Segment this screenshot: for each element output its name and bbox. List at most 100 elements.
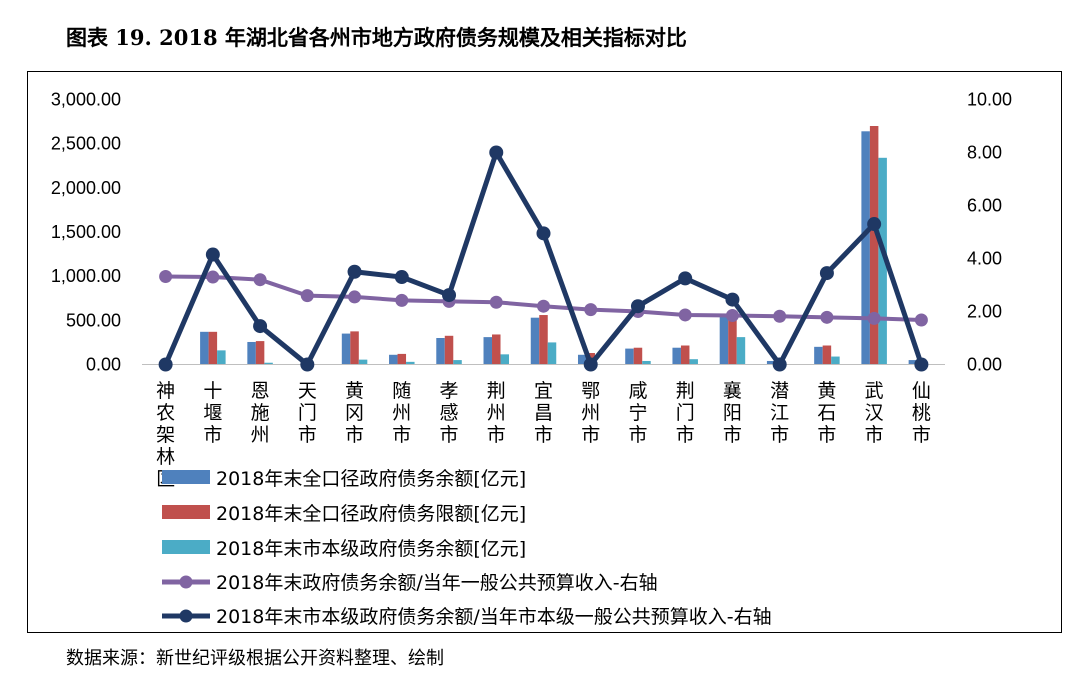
right-tick-label: 8.00 — [967, 143, 1002, 163]
legend-swatch — [162, 505, 210, 519]
bar — [878, 157, 887, 365]
bar — [453, 360, 462, 365]
bar — [444, 335, 454, 365]
bar — [264, 362, 273, 365]
right-tick-label: 10.00 — [967, 90, 1012, 110]
bar — [350, 331, 359, 365]
series-lines — [158, 145, 929, 372]
series-point — [772, 357, 787, 372]
left-tick-label: 2,000.00 — [51, 178, 121, 198]
bar — [217, 350, 226, 365]
left-tick-label: 1,500.00 — [51, 222, 121, 242]
series-point — [489, 145, 504, 160]
bar — [672, 347, 681, 365]
series-point — [678, 308, 692, 322]
legend-label: 2018年末市本级政府债务余额/当年市本级一般公共预算收入-右轴 — [216, 606, 772, 628]
category-label: 孝感市 — [440, 380, 459, 446]
right-tick-label: 6.00 — [967, 196, 1002, 216]
series-point — [630, 299, 645, 314]
bar — [831, 356, 840, 365]
category-label: 咸宁市 — [628, 380, 647, 446]
legend-marker — [179, 609, 193, 623]
bar — [539, 315, 548, 365]
bars — [200, 126, 918, 365]
legend-label: 2018年末全口径政府债务限额[亿元] — [216, 503, 526, 525]
series-point — [205, 247, 220, 262]
right-tick-label: 2.00 — [967, 302, 1002, 322]
series-point — [773, 309, 787, 323]
series-point — [584, 303, 598, 317]
bar — [436, 338, 445, 365]
bar — [492, 334, 501, 365]
bar — [814, 346, 823, 365]
series-point — [158, 357, 173, 372]
bar — [680, 345, 690, 365]
right-tick-label: 0.00 — [967, 355, 1002, 375]
bar — [766, 360, 776, 365]
series-point — [206, 270, 220, 284]
bar — [633, 347, 643, 365]
bar — [689, 359, 698, 365]
category-label: 黄冈市 — [345, 380, 364, 446]
series-point — [867, 311, 881, 325]
bar — [869, 126, 879, 365]
series-point — [489, 295, 503, 309]
left-axis: 0.00 500.00 1,000.00 1,500.00 2,000.00 2,500.… — [51, 90, 121, 375]
category-label: 随州市 — [392, 380, 411, 446]
bar — [736, 337, 746, 365]
series-point — [395, 293, 409, 307]
bar — [822, 345, 832, 365]
right-tick-label: 4.00 — [967, 249, 1002, 269]
bar — [547, 342, 557, 365]
series-point — [678, 271, 693, 286]
category-label: 荆门市 — [676, 380, 695, 446]
series-point — [725, 308, 739, 322]
right-axis: 0.00 2.00 4.00 6.00 8.00 10.00 — [967, 90, 1012, 375]
series-point — [914, 357, 929, 372]
bar — [389, 354, 398, 365]
category-labels: 神农架林区 十堰市 恩施州 天门市 黄冈市 随州市 孝感市 荆州市 宜昌市 鄂州市 咸宁市 荆门市 襄阳… — [156, 380, 931, 490]
bar — [341, 333, 351, 365]
bar — [247, 341, 256, 365]
series-point — [867, 217, 882, 232]
series-point — [394, 270, 409, 285]
bar — [483, 337, 493, 365]
legend-swatch — [162, 540, 210, 554]
series-point — [725, 292, 740, 307]
series-point — [253, 273, 267, 287]
bar — [642, 360, 651, 365]
left-tick-label: 1,000.00 — [51, 266, 121, 286]
bar — [500, 354, 510, 365]
category-label: 恩施州 — [251, 380, 270, 446]
series-point — [300, 289, 314, 303]
series-point — [300, 357, 315, 372]
category-label: 襄阳市 — [723, 380, 742, 446]
left-tick-label: 500.00 — [66, 310, 121, 330]
bar — [719, 315, 729, 365]
bar — [255, 341, 265, 365]
category-label: 黄石市 — [817, 380, 836, 446]
category-label: 潜江市 — [770, 380, 789, 446]
category-label: 武汉市 — [865, 380, 884, 446]
category-label: 神农架林区 — [156, 380, 175, 490]
legend: 2018年末全口径政府债务余额[亿元] 2018年末全口径政府债务限额[亿元] 20… — [162, 468, 772, 628]
series-point — [253, 319, 268, 334]
category-label: 十堰市 — [203, 380, 222, 446]
chart-frame — [27, 71, 1062, 633]
page-title: 图表 19. 2018 年湖北省各州市地方政府债务规模及相关指标对比 — [66, 25, 687, 50]
category-label: 鄂州市 — [581, 380, 600, 446]
bar — [861, 131, 870, 365]
source-note: 数据来源：新世纪评级根据公开资料整理、绘制 — [66, 648, 444, 669]
series-point — [442, 288, 457, 303]
bar — [577, 354, 587, 365]
left-tick-label: 2,500.00 — [51, 134, 121, 154]
series-point — [536, 226, 551, 241]
series-point — [914, 313, 928, 327]
bar — [625, 348, 634, 365]
series-point — [537, 299, 550, 313]
bar — [406, 361, 415, 365]
legend-marker — [179, 575, 193, 589]
category-label: 仙桃市 — [912, 380, 931, 446]
legend-label: 2018年末市本级政府债务余额[亿元] — [216, 538, 526, 560]
